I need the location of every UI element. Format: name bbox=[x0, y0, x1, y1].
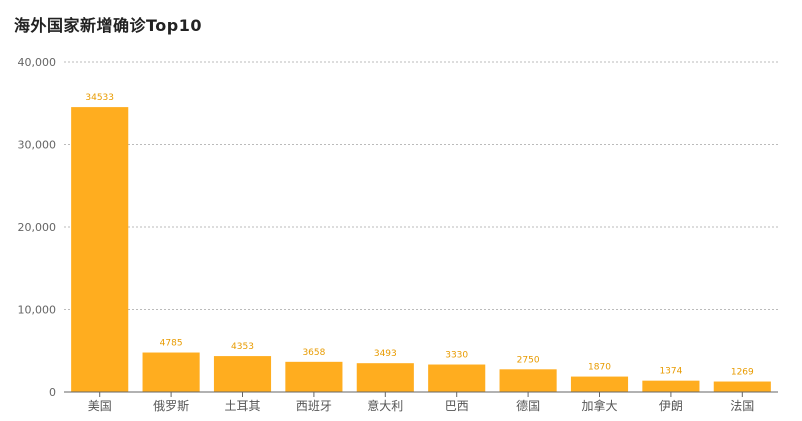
chart-title: 海外国家新增确诊Top10 bbox=[14, 16, 203, 35]
y-tick-label: 40,000 bbox=[18, 56, 57, 69]
x-tick-label: 西班牙 bbox=[296, 399, 332, 413]
data-label: 4785 bbox=[160, 339, 183, 349]
bar[interactable] bbox=[213, 356, 272, 392]
data-label: 34533 bbox=[85, 93, 114, 103]
bar[interactable] bbox=[71, 107, 129, 392]
data-label: 1269 bbox=[731, 368, 754, 378]
bars bbox=[71, 107, 771, 392]
bar[interactable] bbox=[713, 381, 771, 392]
data-labels: 34533 4785 4353 3658 3493 3330 2750 1870 1374 126… bbox=[85, 93, 754, 377]
x-tick-label: 美国 bbox=[88, 399, 112, 413]
x-tick-label: 巴西 bbox=[445, 399, 469, 413]
x-tick-label: 伊朗 bbox=[659, 399, 683, 413]
gridlines bbox=[64, 61, 778, 310]
data-label: 3658 bbox=[302, 348, 325, 358]
x-tick-label: 加拿大 bbox=[581, 398, 617, 413]
bar[interactable] bbox=[499, 369, 557, 392]
data-label: 1870 bbox=[588, 363, 611, 373]
bar[interactable] bbox=[642, 380, 700, 392]
bar[interactable] bbox=[285, 361, 343, 392]
bar[interactable] bbox=[428, 364, 486, 392]
x-axis: 美国 俄罗斯 土耳其 西班牙 意大利 巴西 德国 加拿大 伊朗 法国 bbox=[64, 391, 778, 413]
data-label: 2750 bbox=[517, 355, 540, 365]
bar[interactable] bbox=[356, 363, 414, 392]
x-tick-label: 意大利 bbox=[367, 398, 403, 413]
y-axis: 0 10,000 20,000 30,000 40,000 bbox=[18, 56, 57, 399]
bar[interactable] bbox=[570, 376, 629, 392]
data-label: 3330 bbox=[445, 351, 468, 361]
y-tick-label: 30,000 bbox=[18, 139, 57, 152]
x-tick-label: 俄罗斯 bbox=[153, 399, 189, 413]
data-label: 3493 bbox=[374, 349, 397, 359]
y-tick-label: 20,000 bbox=[18, 221, 57, 234]
x-tick-label: 土耳其 bbox=[224, 399, 260, 413]
x-tick-label: 法国 bbox=[730, 399, 754, 413]
y-tick-label: 10,000 bbox=[18, 304, 57, 317]
data-label: 1374 bbox=[659, 367, 682, 377]
bar[interactable] bbox=[142, 352, 200, 392]
data-label: 4353 bbox=[231, 342, 254, 352]
y-tick-label: 0 bbox=[49, 386, 56, 399]
x-tick-label: 德国 bbox=[516, 398, 540, 413]
